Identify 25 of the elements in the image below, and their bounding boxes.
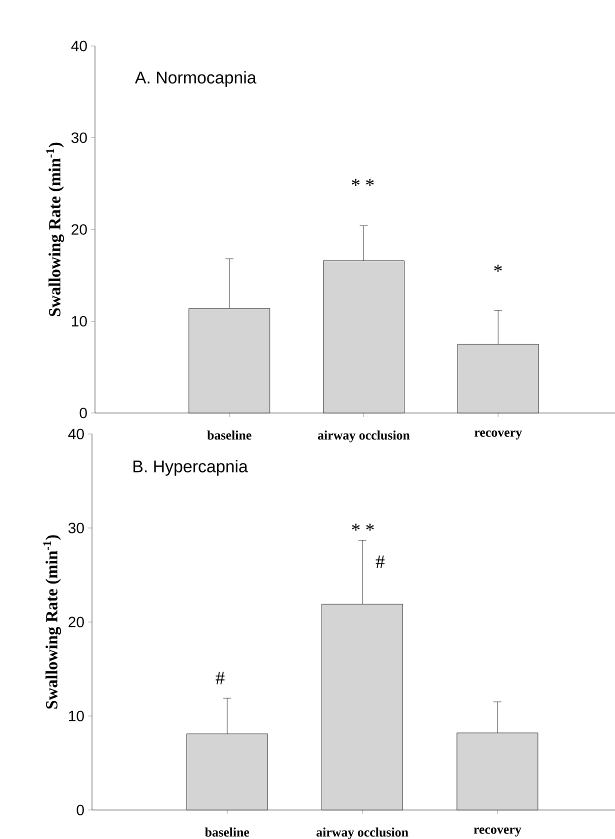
y-tick-label: 40 [71, 40, 87, 52]
y-tick-label: 40 [68, 428, 84, 440]
annotation: # [376, 556, 385, 568]
y-tick-label: 0 [80, 408, 87, 418]
x-tick-label: baseline [205, 828, 250, 837]
annotation: * * [352, 524, 374, 531]
y-tick-label: 0 [76, 804, 84, 816]
text: B. Hypercapnia [134, 460, 248, 476]
y-tick-label: 10 [69, 710, 84, 722]
y-tick-label: 20 [72, 224, 87, 235]
y-tick-label: 10 [72, 316, 87, 327]
y-tick-label: 30 [68, 522, 84, 534]
y-tick-label: 30 [71, 132, 87, 144]
annotation: * * [352, 178, 374, 186]
x-tick-label: baseline [207, 430, 252, 440]
y-axis-title: Swallowing Rate (min$^{-1}$) [43, 535, 62, 709]
y-tick-label: 20 [68, 616, 84, 628]
x-tick-label: recovery [474, 430, 522, 440]
y-axis-title: Swallowing Rate (min$^{-1}$) [46, 142, 64, 316]
annotation: # [216, 672, 225, 684]
x-tick-label: airway occlusion [316, 828, 408, 839]
text: A. Normocapnia [134, 71, 256, 87]
x-tick-label: recovery [474, 828, 522, 836]
annotation: * [494, 264, 502, 272]
x-tick-label: airway occlusion [318, 430, 410, 442]
